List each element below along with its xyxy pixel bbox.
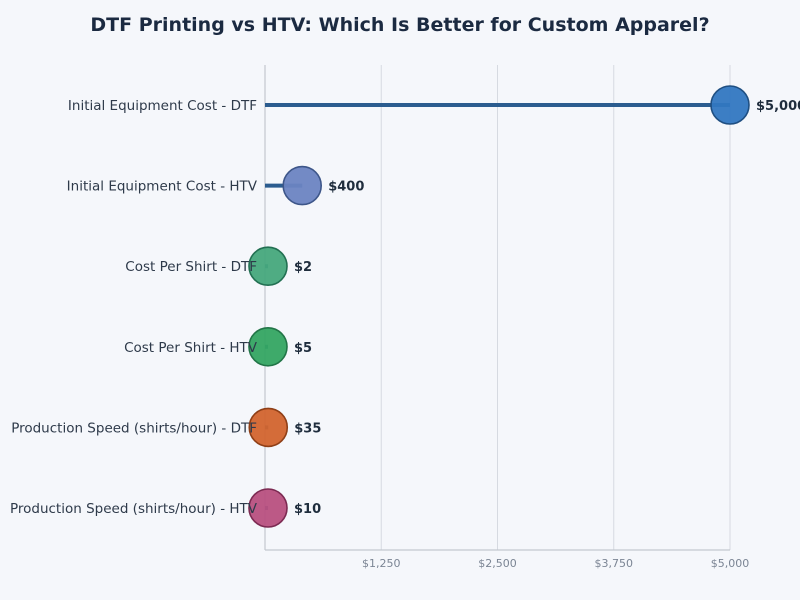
category-label: Cost Per Shirt - HTV [124,340,258,356]
lollipop-dot [710,85,750,125]
value-label: $400 [328,180,364,195]
lollipop-dot [248,488,288,528]
lollipop-dot [248,326,288,367]
lollipop-dot [282,165,323,206]
category-label: Initial Equipment Cost - HTV [67,179,258,195]
value-label: $35 [294,421,321,436]
axis-layer: $1,250 $2,500 $3,750 $5,000 [264,65,750,570]
category-label: Initial Equipment Cost - DTF [68,98,257,114]
chart-title: DTF Printing vs HTV: Which Is Better for… [90,14,710,36]
lollipop-dot [248,407,289,448]
dot-layer [248,85,750,528]
value-label: $10 [294,502,321,517]
x-tick-label: $3,750 [595,557,634,570]
category-label: Production Speed (shirts/hour) - HTV [10,501,258,517]
category-label: Production Speed (shirts/hour) - DTF [11,420,257,436]
grid-layer [380,65,731,550]
x-tick-label: $1,250 [362,557,401,570]
value-label: $5 [294,341,312,356]
value-label: $5,000 [756,99,800,114]
lollipop-dot [248,246,288,287]
category-label: Cost Per Shirt - DTF [125,259,257,275]
label-layer: Initial Equipment Cost - DTF $5,000 Initia… [10,98,800,517]
x-tick-label: $2,500 [478,557,517,570]
value-label: $2 [294,260,312,275]
x-tick-label: $5,000 [711,557,750,570]
